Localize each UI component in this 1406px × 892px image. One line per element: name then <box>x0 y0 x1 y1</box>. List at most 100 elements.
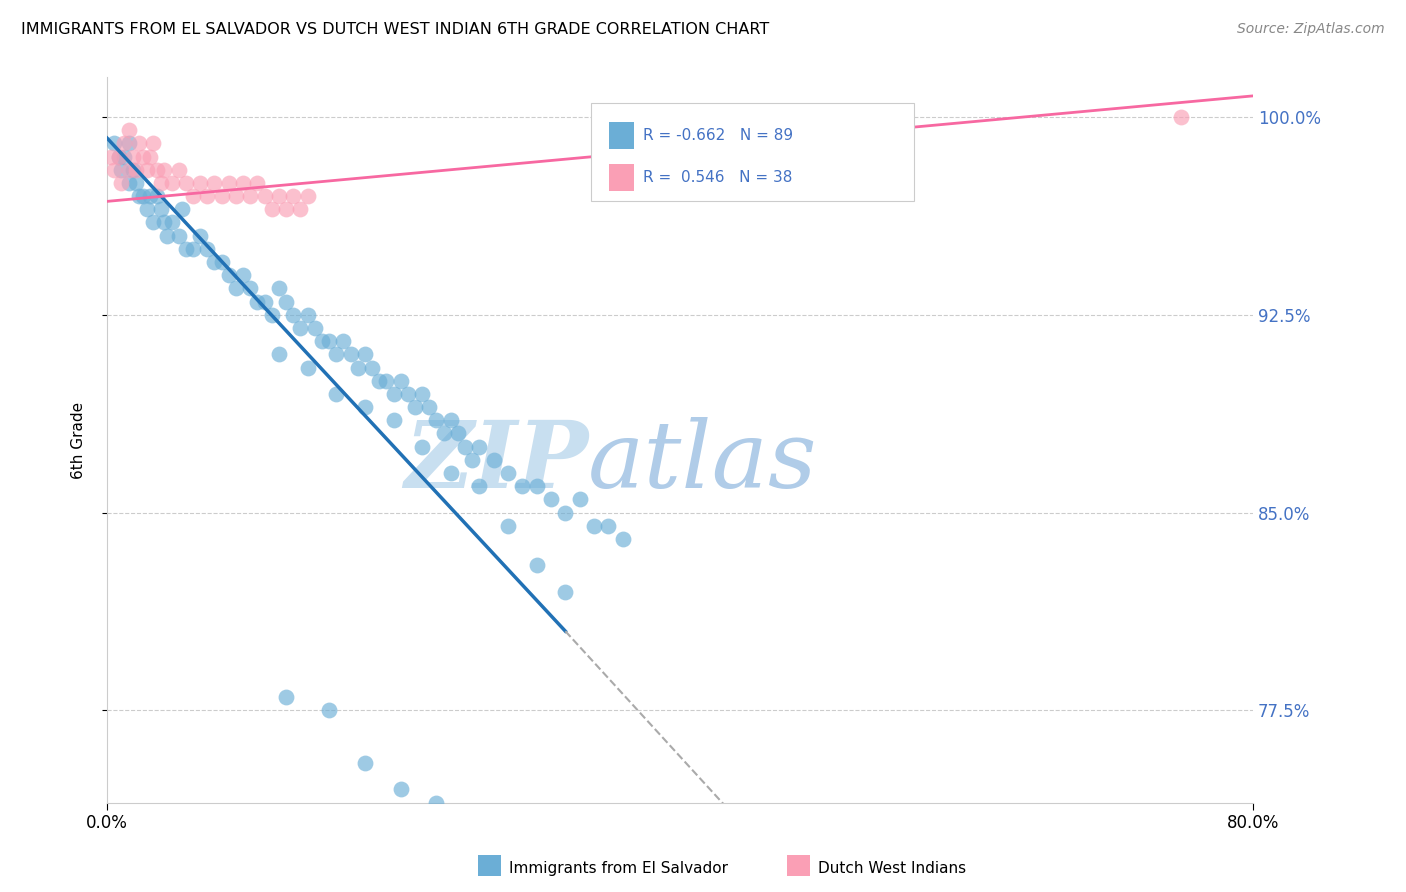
Point <box>361 360 384 375</box>
Point <box>418 400 440 414</box>
Point <box>211 255 233 269</box>
Point <box>107 150 129 164</box>
Point <box>167 162 190 177</box>
Point <box>167 228 190 243</box>
Point <box>218 268 240 283</box>
Point <box>598 518 620 533</box>
Point <box>382 413 405 427</box>
Point <box>211 189 233 203</box>
Point <box>496 518 519 533</box>
Point <box>440 413 463 427</box>
Point <box>103 136 125 151</box>
Point <box>382 387 405 401</box>
Point <box>389 782 412 797</box>
Point <box>117 123 139 137</box>
Point <box>107 150 129 164</box>
Point <box>204 255 226 269</box>
Point <box>332 334 354 348</box>
Point <box>267 281 290 295</box>
Point <box>153 215 176 229</box>
Point <box>461 809 484 823</box>
Point <box>225 281 247 295</box>
Point <box>103 162 125 177</box>
Y-axis label: 6th Grade: 6th Grade <box>72 401 86 479</box>
Text: ZIP: ZIP <box>404 417 588 507</box>
Point <box>100 150 122 164</box>
Point <box>290 321 312 335</box>
Point <box>375 374 398 388</box>
Point <box>225 189 247 203</box>
Point <box>1170 110 1192 124</box>
Point <box>246 176 269 190</box>
Point <box>142 215 165 229</box>
Point <box>204 176 226 190</box>
Point <box>260 308 283 322</box>
Point <box>526 558 548 573</box>
Point <box>110 162 132 177</box>
Point <box>267 347 290 361</box>
Point <box>170 202 193 217</box>
Point <box>447 426 470 441</box>
Point <box>150 176 173 190</box>
Point <box>354 347 377 361</box>
Point <box>132 150 155 164</box>
Point <box>146 189 169 203</box>
Point <box>128 189 150 203</box>
Point <box>160 176 183 190</box>
Point <box>346 360 368 375</box>
Point <box>117 136 139 151</box>
Point <box>425 413 447 427</box>
Point <box>125 176 148 190</box>
Point <box>260 202 283 217</box>
Point <box>496 466 519 480</box>
Point <box>253 189 276 203</box>
Point <box>150 202 173 217</box>
Point <box>188 176 211 190</box>
Point <box>290 202 312 217</box>
Point <box>283 308 305 322</box>
Point <box>218 176 240 190</box>
Point <box>568 492 591 507</box>
Point <box>153 162 176 177</box>
Point <box>112 136 135 151</box>
Point <box>136 162 159 177</box>
Point <box>283 189 305 203</box>
Point <box>354 756 377 770</box>
Point <box>274 294 297 309</box>
Point <box>297 308 319 322</box>
Point <box>146 162 169 177</box>
Point <box>354 400 377 414</box>
Point <box>246 294 269 309</box>
Text: Dutch West Indians: Dutch West Indians <box>818 862 966 876</box>
Point <box>253 294 276 309</box>
Point <box>174 242 197 256</box>
Point <box>121 162 143 177</box>
Point <box>125 162 148 177</box>
Text: atlas: atlas <box>588 417 818 507</box>
Point <box>188 228 211 243</box>
Point <box>232 268 254 283</box>
Point <box>297 189 319 203</box>
Point <box>396 387 419 401</box>
Point <box>311 334 333 348</box>
Point <box>468 440 491 454</box>
Point <box>117 162 139 177</box>
Point <box>117 176 139 190</box>
Point <box>325 387 347 401</box>
Point <box>121 150 143 164</box>
Point <box>554 506 576 520</box>
Point <box>274 202 297 217</box>
Point <box>411 440 433 454</box>
Point <box>195 189 218 203</box>
Point <box>160 215 183 229</box>
Point <box>110 176 132 190</box>
Point <box>142 136 165 151</box>
Point <box>425 796 447 810</box>
Point <box>174 176 197 190</box>
Point <box>325 347 347 361</box>
Point <box>468 479 491 493</box>
Point <box>139 150 162 164</box>
Point <box>339 347 361 361</box>
Point <box>136 202 159 217</box>
Point <box>461 452 484 467</box>
